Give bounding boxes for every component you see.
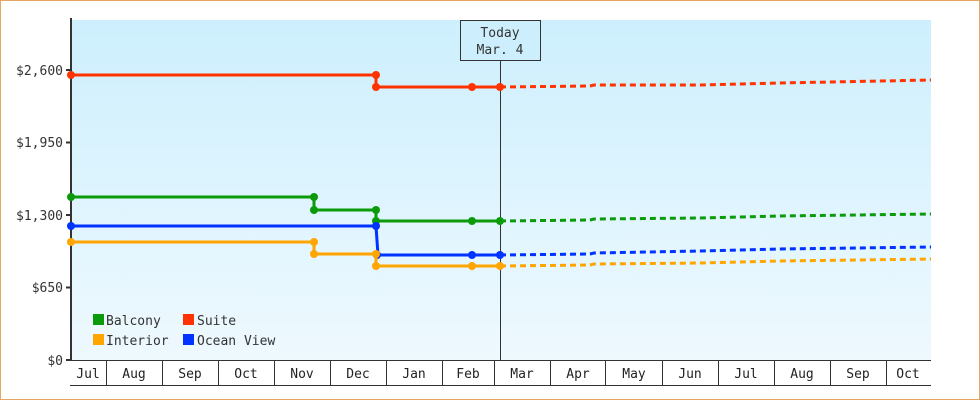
legend-item-interior[interactable]: Interior xyxy=(93,334,169,349)
x-tick-label: Sep xyxy=(178,367,202,382)
x-tick-label: Apr xyxy=(566,367,590,382)
legend-item-balcony[interactable]: Balcony xyxy=(93,314,161,329)
y-tick-label: $0 xyxy=(47,354,63,369)
legend: Balcony Suite Interior Ocean View xyxy=(93,314,275,349)
x-tick-label: Aug xyxy=(790,367,813,382)
series-balcony xyxy=(67,193,932,225)
x-tick-label: Jan xyxy=(402,367,425,382)
interior-swatch-icon xyxy=(93,334,104,345)
x-tick-label: Oct xyxy=(234,367,257,382)
x-tick-label: Sep xyxy=(846,367,870,382)
x-tick-label: Feb xyxy=(456,367,480,382)
y-tick-label: $2,600 xyxy=(16,64,63,79)
x-tick-label: Jun xyxy=(678,367,701,382)
legend-label: Balcony xyxy=(106,314,161,329)
legend-item-suite[interactable]: Suite xyxy=(183,314,236,329)
series-suite xyxy=(67,71,932,91)
x-tick-label: May xyxy=(622,367,646,382)
today-label: Today xyxy=(480,26,519,41)
legend-label: Ocean View xyxy=(197,334,275,349)
x-tick-label: Dec xyxy=(346,367,369,382)
legend-label: Interior xyxy=(106,334,169,349)
ocean-view-swatch-icon xyxy=(183,334,194,345)
x-tick-label: Aug xyxy=(122,367,145,382)
today-date: Mar. 4 xyxy=(477,43,524,58)
y-tick-label: $650 xyxy=(32,281,63,296)
today-marker: Today Mar. 4 xyxy=(460,20,541,360)
x-tick-label: Nov xyxy=(290,367,314,382)
y-tick-label: $1,950 xyxy=(16,136,63,151)
legend-label: Suite xyxy=(197,314,236,329)
y-tick-label: $1,300 xyxy=(16,209,63,224)
balcony-swatch-icon xyxy=(93,314,104,325)
legend-item-ocean-view[interactable]: Ocean View xyxy=(183,334,275,349)
series-interior xyxy=(67,238,932,270)
x-tick-label: Jul xyxy=(734,367,757,382)
x-axis: Jul Aug Sep Oct Nov Dec Jan Feb Mar Apr … xyxy=(70,360,931,386)
y-ticks: $0 $650 $1,300 $1,950 $2,600 xyxy=(16,64,71,369)
x-tick-label: Oct xyxy=(896,367,919,382)
x-tick-label: Mar xyxy=(510,367,534,382)
x-tick-label: Jul xyxy=(76,367,99,382)
suite-swatch-icon xyxy=(183,314,194,325)
